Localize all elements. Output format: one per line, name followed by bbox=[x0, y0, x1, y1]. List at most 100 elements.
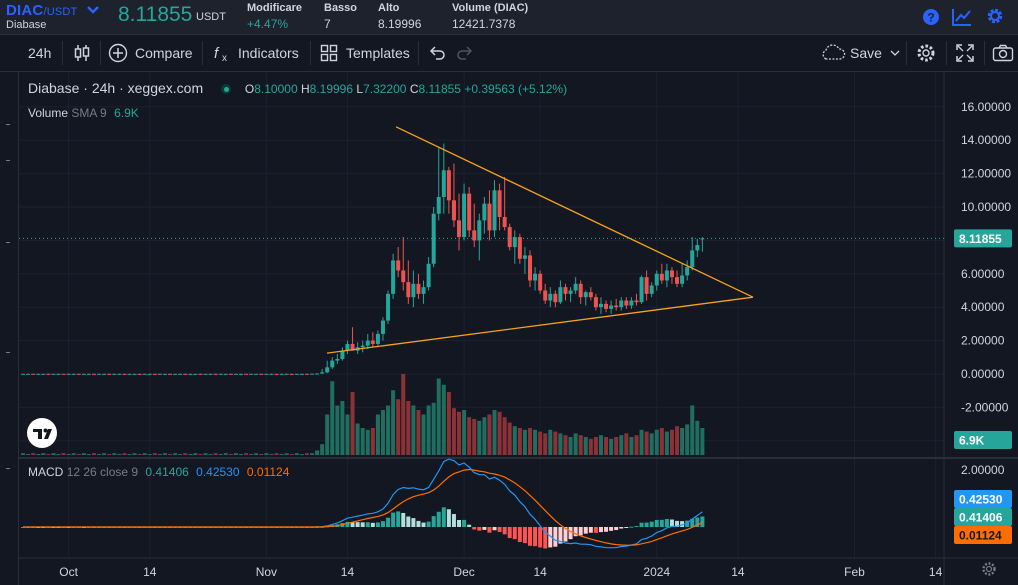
candle-body bbox=[588, 292, 593, 298]
candle-body bbox=[335, 358, 340, 361]
symbol-selector[interactable]: DIAC/USDT bbox=[6, 2, 100, 19]
tradingview-logo[interactable] bbox=[27, 418, 57, 448]
drawing-tool-mark[interactable] bbox=[6, 160, 10, 161]
volume-bar bbox=[528, 428, 532, 455]
macd-histogram-bar bbox=[644, 522, 649, 527]
open-value: 8.10000 bbox=[254, 82, 298, 96]
candle-style-icon[interactable] bbox=[72, 43, 92, 63]
candle-body bbox=[487, 203, 492, 231]
macd-histogram-bar bbox=[629, 526, 634, 528]
drawing-tool-mark[interactable] bbox=[6, 352, 10, 353]
low-label: L bbox=[356, 82, 364, 96]
volume-bar bbox=[132, 453, 137, 455]
chart-settings-gear-icon[interactable] bbox=[916, 43, 936, 63]
candle-body bbox=[239, 373, 244, 375]
volume-bar bbox=[178, 454, 183, 455]
macd-histogram-bar bbox=[365, 522, 370, 527]
macd-signal-value: 0.01124 bbox=[246, 465, 290, 479]
candle-body bbox=[644, 277, 649, 294]
drawing-tool-mark[interactable] bbox=[6, 124, 10, 125]
candle-body bbox=[406, 282, 411, 298]
macd-histogram-bar bbox=[583, 527, 588, 534]
volume-bar bbox=[649, 433, 654, 455]
legend-symbol-name[interactable]: Diabase bbox=[28, 80, 80, 96]
candle-body bbox=[563, 287, 568, 294]
volume-bar bbox=[604, 437, 609, 455]
candle-body bbox=[517, 237, 522, 259]
volume-legend[interactable]: Volume SMA 9 6.9K bbox=[28, 106, 139, 120]
cloud-save-icon[interactable] bbox=[820, 44, 846, 62]
volume-bar bbox=[279, 454, 284, 455]
macd-legend[interactable]: MACD 12 26 close 9 0.41406 0.42530 0.011… bbox=[28, 465, 289, 479]
volume-bar bbox=[304, 453, 309, 455]
candle-body bbox=[218, 373, 223, 375]
chart-trend-icon[interactable] bbox=[951, 7, 973, 27]
macd-histogram-bar bbox=[472, 527, 477, 530]
help-icon[interactable]: ? bbox=[922, 8, 940, 26]
macd-histogram-bar bbox=[563, 527, 568, 542]
market-status-dot[interactable] bbox=[221, 84, 232, 94]
volume-bar bbox=[497, 411, 502, 455]
triangle-trendlines[interactable] bbox=[19, 126, 944, 354]
volume-bar bbox=[502, 417, 507, 455]
candle-body bbox=[477, 220, 482, 241]
volume-bar bbox=[614, 437, 619, 455]
macd-histogram-bar bbox=[482, 527, 487, 530]
candle-body bbox=[416, 283, 421, 294]
volume-bar bbox=[127, 454, 132, 455]
compare-button[interactable]: Compare bbox=[135, 45, 193, 61]
undo-icon[interactable] bbox=[428, 45, 446, 61]
interval-button[interactable]: 24h bbox=[28, 45, 52, 61]
symbol-name: DIAC bbox=[6, 2, 44, 19]
templates-grid-icon[interactable] bbox=[320, 44, 338, 62]
volume-bar bbox=[31, 453, 36, 455]
toolbar-divider bbox=[100, 41, 101, 65]
volume-bar bbox=[330, 381, 335, 455]
indicators-button[interactable]: Indicators bbox=[238, 45, 299, 61]
candle-body bbox=[614, 305, 619, 308]
candle-body bbox=[81, 373, 86, 375]
volume-bar bbox=[675, 426, 680, 455]
fullscreen-icon[interactable] bbox=[956, 44, 974, 62]
candle-body bbox=[634, 300, 639, 303]
candle-body bbox=[690, 250, 695, 268]
volume-bar bbox=[299, 454, 304, 455]
candle-body bbox=[492, 190, 497, 231]
save-button[interactable]: Save bbox=[850, 45, 882, 61]
macd-tick-label: 2.00000 bbox=[961, 463, 1005, 477]
volume-bar bbox=[411, 405, 416, 455]
volume-bar bbox=[254, 453, 259, 455]
time-axis[interactable]: Oct 14 Nov 14 Dec 14 2024 14 Feb 14 bbox=[59, 565, 942, 579]
volume-bar bbox=[451, 408, 456, 455]
volume-bar bbox=[350, 392, 355, 455]
compare-plus-icon[interactable] bbox=[108, 43, 128, 63]
price-chart[interactable]: 16.0000014.0000012.0000010.000008.000006… bbox=[19, 72, 1018, 585]
volume-bar bbox=[421, 414, 426, 455]
price-tick-label: -2.00000 bbox=[961, 400, 1009, 414]
volume-bar bbox=[355, 423, 360, 455]
candle-body bbox=[309, 373, 314, 375]
redo-icon[interactable] bbox=[456, 45, 474, 61]
drawing-tool-mark[interactable] bbox=[6, 468, 10, 469]
macd-histogram-bar bbox=[502, 527, 507, 535]
drawing-tool-mark[interactable] bbox=[6, 242, 10, 243]
camera-snapshot-icon[interactable] bbox=[992, 44, 1014, 62]
price-tick-label: 14.00000 bbox=[961, 133, 1011, 147]
candle-body bbox=[431, 213, 436, 264]
macd-histogram-bar bbox=[386, 517, 391, 527]
candle-body bbox=[675, 277, 680, 284]
macd-histogram-bar bbox=[441, 507, 446, 527]
templates-button[interactable]: Templates bbox=[346, 45, 410, 61]
candle-body bbox=[411, 283, 416, 298]
time-axis-settings-icon[interactable] bbox=[982, 562, 996, 576]
macd-histogram-bar bbox=[492, 527, 497, 531]
macd-histogram-bar bbox=[411, 518, 416, 527]
save-menu-chevron-icon[interactable] bbox=[890, 49, 900, 57]
candle-body bbox=[284, 373, 289, 375]
volume-bar bbox=[36, 454, 41, 455]
settings-gear-icon[interactable] bbox=[986, 7, 1004, 25]
volume-bar bbox=[538, 431, 543, 455]
candle-body bbox=[91, 373, 96, 375]
volume-bars bbox=[21, 374, 705, 455]
